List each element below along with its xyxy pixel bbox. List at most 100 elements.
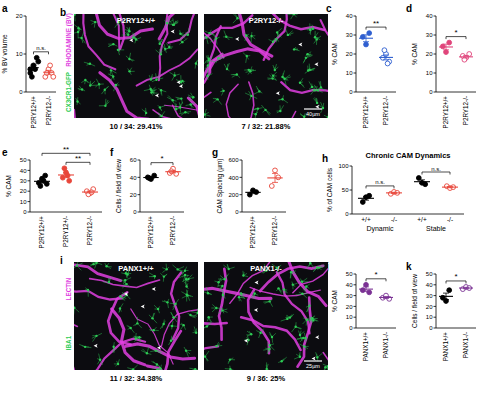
cell-process xyxy=(292,322,302,332)
cell-body xyxy=(160,115,162,117)
dot xyxy=(273,168,278,173)
cell-process xyxy=(277,105,284,113)
y-tick xyxy=(434,306,437,307)
cell-body xyxy=(76,264,78,266)
cell-body xyxy=(194,368,196,370)
y-tick xyxy=(434,284,437,285)
cell-body xyxy=(154,275,156,277)
vessel xyxy=(250,287,320,296)
cell-process xyxy=(204,30,215,36)
vessel xyxy=(204,22,224,58)
cell-body xyxy=(217,281,219,283)
y-tick xyxy=(350,214,353,215)
dot xyxy=(269,184,274,189)
error-stem xyxy=(446,293,447,299)
cell-process xyxy=(204,287,212,295)
dot xyxy=(448,186,453,191)
cell-body xyxy=(207,292,209,294)
y-tick xyxy=(434,92,437,93)
y-axis xyxy=(30,160,31,212)
scale-bar xyxy=(304,360,322,361)
x-tick-label: -/- xyxy=(391,216,397,223)
cell-body xyxy=(108,281,110,283)
cell-process xyxy=(118,48,124,56)
cell-body xyxy=(309,262,311,264)
dot xyxy=(36,59,41,64)
cell-body xyxy=(127,34,129,36)
cell-body xyxy=(277,287,279,289)
micrograph xyxy=(74,14,198,118)
error-bar xyxy=(383,296,389,298)
cell-body xyxy=(250,95,252,97)
y-axis-label: % BV volume xyxy=(1,34,8,73)
cell-process xyxy=(269,38,278,45)
y-axis-label: % CAM xyxy=(5,175,12,197)
cell-body xyxy=(166,22,168,24)
y-tick xyxy=(434,73,437,74)
cell-body xyxy=(92,263,94,265)
cell-body xyxy=(184,269,186,271)
cell-process xyxy=(243,53,250,63)
marks xyxy=(143,166,180,181)
cell-body xyxy=(316,356,318,358)
cell-process xyxy=(160,273,167,282)
cell-body xyxy=(255,113,257,115)
vessel xyxy=(74,307,75,370)
arrowhead xyxy=(244,339,248,343)
cell-process xyxy=(154,305,160,313)
cell-body xyxy=(226,68,228,70)
panel-letter: h xyxy=(322,153,328,164)
significance-bracket xyxy=(366,186,394,189)
cell-process xyxy=(142,108,146,116)
y-axis-label: % CAM xyxy=(331,43,338,65)
arrowhead xyxy=(152,287,156,291)
panel-letter: i xyxy=(60,255,63,266)
cell-body xyxy=(112,346,114,348)
cell-body xyxy=(250,333,252,335)
cell-process xyxy=(152,73,163,81)
cell-process xyxy=(97,354,102,365)
error-cap xyxy=(383,296,389,297)
cell-body xyxy=(173,24,175,26)
cell-body xyxy=(299,334,301,336)
y-tick xyxy=(350,190,353,191)
cell-process xyxy=(78,86,85,91)
error-bar xyxy=(419,180,425,184)
micrograph xyxy=(204,14,328,118)
y-tick-label: 0 xyxy=(133,209,137,215)
error-bar xyxy=(447,187,453,188)
cell-process xyxy=(210,35,219,45)
panel-letter: k xyxy=(406,261,412,272)
cell-process xyxy=(231,75,240,78)
y-tick-label: 30 xyxy=(20,178,27,184)
x-tick-label: P2RY12-/- xyxy=(45,96,52,125)
y-axis xyxy=(436,274,437,328)
y-tick xyxy=(138,160,141,161)
cell-process xyxy=(79,344,91,347)
x-tick-label: PANX1+/+ xyxy=(442,332,449,362)
y-tick xyxy=(28,191,31,192)
panel-letter: f xyxy=(110,147,114,158)
y-tick-label: 10 xyxy=(346,70,353,76)
panel-letter: c xyxy=(326,3,332,14)
x-axis xyxy=(356,92,396,93)
dot xyxy=(60,175,65,180)
vessel xyxy=(248,290,269,354)
y-tick xyxy=(138,212,141,213)
cell-body xyxy=(112,75,114,77)
cell-body xyxy=(293,14,295,15)
cell-process xyxy=(216,53,225,63)
panel-e: e01020304050% CAMP2RY12+/+P2RY12+/-P2RY1… xyxy=(2,145,102,249)
cell-body xyxy=(166,301,168,303)
cell-process xyxy=(189,368,198,370)
cell-body xyxy=(324,366,326,368)
cell-process xyxy=(309,82,318,90)
cell-body xyxy=(81,88,83,90)
scale-bar xyxy=(304,108,322,109)
vessel xyxy=(153,110,198,118)
cell-process xyxy=(162,299,169,308)
pane-label: PANX1+/+ xyxy=(118,264,154,273)
vessel xyxy=(323,353,328,370)
cell-body xyxy=(316,102,318,104)
cell-body xyxy=(253,292,255,294)
